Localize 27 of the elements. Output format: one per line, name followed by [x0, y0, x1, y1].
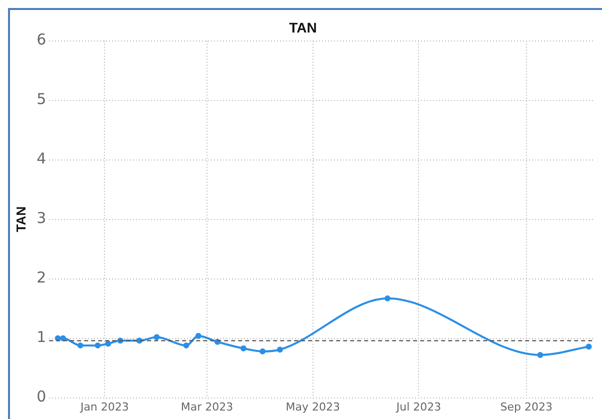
- point: [384, 295, 391, 302]
- point: [94, 342, 101, 348]
- point: [537, 352, 544, 358]
- y-tick-label: 1: [36, 328, 46, 346]
- x-tick-label: Jul 2023: [395, 400, 442, 414]
- point: [276, 346, 283, 353]
- point: [60, 335, 66, 342]
- point: [105, 340, 112, 347]
- y-tick-label: 4: [36, 150, 46, 168]
- x-tick-label: May 2023: [286, 400, 340, 414]
- point: [183, 342, 190, 348]
- point: [195, 332, 202, 339]
- point: [260, 348, 266, 354]
- y-axis-title: TAN: [13, 206, 28, 232]
- y-tick-label: 2: [36, 268, 46, 287]
- point: [154, 334, 160, 340]
- y-tick-label: 6: [36, 30, 46, 49]
- x-tick-label: Sep 2023: [500, 400, 552, 414]
- point: [77, 342, 84, 348]
- x-tick-label: Jan 2023: [79, 400, 129, 414]
- x-tick-label: Mar 2023: [180, 400, 234, 414]
- y-tick-label: 3: [36, 209, 46, 228]
- chart-title: TAN: [289, 19, 317, 36]
- y-tick-label: 0: [36, 388, 46, 406]
- y-tick-label: 5: [36, 90, 46, 108]
- point: [240, 345, 246, 352]
- point: [586, 344, 592, 350]
